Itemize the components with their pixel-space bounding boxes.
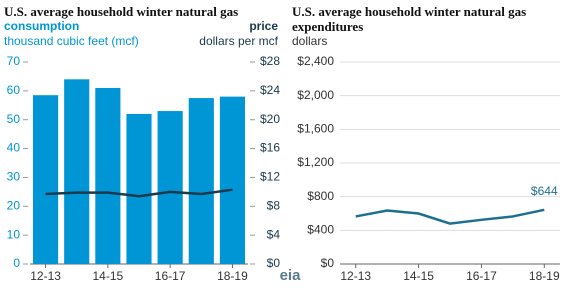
y-tick-label: $1,600 bbox=[297, 122, 334, 136]
y-tick-label: 60 bbox=[7, 83, 21, 97]
y2-axis-label: dollars per mcf bbox=[199, 34, 278, 48]
bar bbox=[219, 96, 245, 264]
y-axis-label: dollars bbox=[292, 34, 327, 48]
series-name: price bbox=[249, 19, 278, 33]
y2-tick-label: $24 bbox=[260, 83, 280, 97]
bar bbox=[188, 98, 214, 264]
y-tick-label: $400 bbox=[307, 223, 334, 237]
y2-tick-label: $4 bbox=[267, 227, 281, 241]
y-tick-label: 10 bbox=[7, 227, 21, 241]
y2-tick-label: $0 bbox=[267, 256, 281, 270]
bar bbox=[95, 87, 121, 264]
bar bbox=[64, 79, 90, 264]
y-tick-label: $1,200 bbox=[297, 155, 334, 169]
y2-tick-label: $28 bbox=[260, 54, 280, 68]
bar bbox=[33, 95, 59, 264]
y-tick-label: 20 bbox=[7, 198, 21, 212]
y-tick-label: $0 bbox=[321, 256, 335, 270]
bar bbox=[126, 113, 152, 264]
x-tick-label: 18-19 bbox=[217, 269, 248, 283]
x-tick-label: 16-17 bbox=[466, 269, 497, 283]
x-tick-label: 16-17 bbox=[155, 269, 186, 283]
x-tick-label: 12-13 bbox=[30, 269, 61, 283]
y2-tick-label: $16 bbox=[260, 141, 280, 155]
y-tick-label: $2,400 bbox=[297, 54, 334, 68]
y-tick-label: 70 bbox=[7, 54, 21, 68]
y-tick-label: $2,000 bbox=[297, 88, 334, 102]
line bbox=[355, 208, 545, 225]
logo: eia bbox=[280, 267, 302, 284]
x-tick-label: 12-13 bbox=[340, 269, 371, 283]
y-tick-label: $800 bbox=[307, 189, 334, 203]
x-tick-label: 14-15 bbox=[403, 269, 434, 283]
y-tick-label: 0 bbox=[13, 256, 20, 270]
x-tick-label: 18-19 bbox=[529, 269, 560, 283]
y-tick-label: 50 bbox=[7, 112, 21, 126]
y-tick-label: 40 bbox=[7, 141, 21, 155]
y-axis-label: thousand cubic feet (mcf) bbox=[4, 34, 139, 48]
series-name: consumption bbox=[4, 19, 79, 33]
chart-title: U.S. average household winter natural ga… bbox=[4, 4, 239, 19]
y2-tick-label: $8 bbox=[267, 198, 281, 212]
data-label: $644 bbox=[531, 184, 558, 198]
y2-tick-label: $12 bbox=[260, 170, 280, 184]
y-tick-label: 30 bbox=[7, 170, 21, 184]
x-tick-label: 14-15 bbox=[93, 269, 124, 283]
line bbox=[45, 188, 233, 198]
y2-tick-label: $20 bbox=[260, 112, 280, 126]
chart-title: U.S. average household winter natural ga… bbox=[292, 4, 527, 34]
bar bbox=[157, 111, 183, 264]
